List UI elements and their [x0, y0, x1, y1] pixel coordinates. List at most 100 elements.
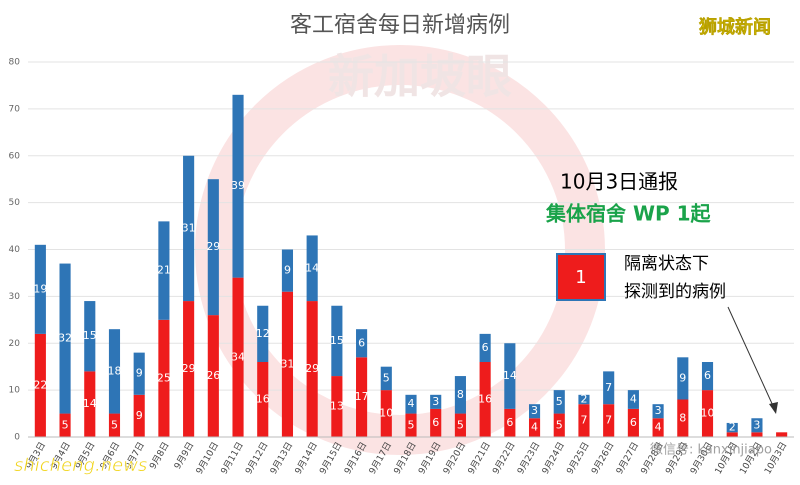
bar-segment [776, 432, 788, 437]
bar-segment [701, 390, 714, 437]
x-tick-label: 9月9日 [172, 440, 196, 471]
data-label: 31 [280, 357, 294, 370]
data-label: 4 [408, 397, 415, 410]
data-label: 14 [503, 369, 517, 382]
bar-segment [331, 376, 343, 437]
data-label: 7 [605, 381, 612, 394]
data-label: 3 [655, 404, 662, 417]
bar-segment [528, 418, 541, 437]
bar-segment [578, 404, 590, 437]
data-label: 5 [408, 418, 415, 431]
data-label: 13 [330, 400, 344, 413]
x-tick-label: 9月25日 [565, 440, 592, 476]
bar-segment [528, 404, 541, 419]
data-label: 9 [679, 371, 686, 384]
arrow [727, 306, 775, 409]
bar-segment [59, 263, 71, 414]
bar-segment [380, 366, 392, 391]
data-label: 3 [432, 395, 439, 408]
bar-segment [652, 404, 664, 419]
bar-segment [677, 357, 689, 400]
data-label: 31 [182, 221, 196, 234]
bar-segment [627, 408, 639, 437]
data-label: 19 [33, 282, 47, 295]
data-label: 8 [679, 411, 686, 424]
data-label: 29 [305, 362, 319, 375]
site-watermark: shicheng.news [14, 455, 147, 476]
data-label: 22 [33, 378, 47, 391]
x-tick-label: 9月8日 [147, 440, 171, 471]
data-label: 29 [206, 240, 220, 253]
data-label: 2 [729, 421, 736, 434]
data-label: 7 [580, 414, 587, 427]
x-tick-label: 9月14日 [293, 440, 320, 476]
x-tick-label: 9月27日 [614, 440, 641, 476]
bar-segment [232, 94, 244, 278]
bar-segment [257, 305, 269, 362]
annotation: 隔离状态下 [624, 254, 709, 274]
data-label: 5 [457, 418, 464, 431]
bar-segment [133, 352, 145, 395]
data-label: 39 [231, 179, 245, 192]
chart-title: 客工宿舍每日新增病例 [290, 13, 510, 38]
bar-segment [578, 394, 590, 405]
data-label: 6 [630, 416, 637, 429]
data-label: 16 [256, 393, 270, 406]
x-tick-label: 9月10日 [194, 440, 221, 476]
data-label: 8 [457, 388, 464, 401]
bar-segment [108, 413, 121, 437]
bar-segment [207, 315, 219, 437]
data-label: 9 [284, 264, 291, 277]
data-label: 6 [358, 336, 365, 349]
bar-segment [726, 432, 738, 437]
y-tick-label: 40 [9, 245, 21, 255]
data-label: 17 [355, 390, 369, 403]
bar-segment [380, 390, 392, 437]
bar-segment [183, 155, 195, 302]
y-tick-label: 70 [9, 104, 21, 114]
data-label: 26 [206, 369, 220, 382]
data-label: 4 [655, 421, 662, 434]
data-label: 29 [182, 362, 196, 375]
bar-segment [281, 291, 294, 437]
bar-segment [603, 371, 615, 405]
data-label: 6 [506, 416, 513, 429]
y-tick-label: 50 [9, 198, 21, 208]
bar-segment [59, 413, 71, 437]
x-tick-label: 9月15日 [318, 440, 345, 476]
data-label: 10 [379, 407, 393, 420]
y-tick-label: 10 [9, 386, 21, 396]
bar-segment [133, 394, 145, 437]
wechat-watermark: 微信号: kanxinjiapo [650, 443, 772, 458]
data-label: 6 [482, 341, 489, 354]
data-label: 5 [556, 418, 563, 431]
bar-segment [207, 179, 219, 316]
brand: 狮城新闻 [699, 16, 771, 38]
bar-segment [405, 394, 417, 414]
data-label: 15 [83, 329, 97, 342]
data-label: 6 [704, 369, 711, 382]
bar-segment [84, 371, 96, 437]
x-tick-label: 9月21日 [466, 440, 493, 476]
watermark: 新加坡眼 [328, 50, 512, 104]
bar-segment [158, 221, 170, 320]
x-tick-label: 9月24日 [540, 440, 567, 476]
bar-segment [84, 301, 96, 372]
bar-segment [553, 390, 565, 414]
x-tick-label: 9月12日 [243, 440, 270, 476]
data-label: 14 [83, 397, 97, 410]
bar-segment [257, 362, 269, 437]
bar-segment [430, 408, 442, 437]
data-label: 16 [478, 393, 492, 406]
annotation: 探测到的病例 [624, 282, 726, 302]
data-label: 34 [231, 350, 245, 363]
data-label: 5 [383, 371, 390, 384]
bar-segment [306, 301, 318, 437]
y-tick-label: 80 [9, 58, 21, 68]
data-label: 15 [330, 334, 344, 347]
bar-segment [232, 277, 244, 437]
data-label: 5 [62, 418, 69, 431]
data-label: 2 [580, 393, 587, 406]
data-label: 18 [107, 364, 121, 377]
